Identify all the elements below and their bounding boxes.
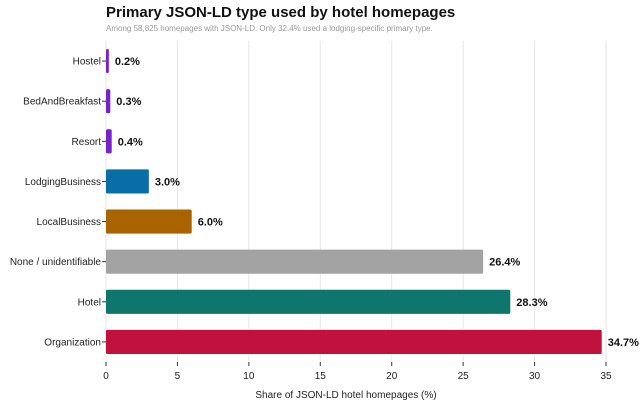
x-tick-label: 35	[600, 371, 612, 382]
x-tick-label: 15	[315, 371, 327, 382]
data-label: 26.4%	[489, 257, 520, 269]
data-label: 0.3%	[116, 96, 141, 108]
category-label: Resort	[72, 137, 102, 148]
bar	[106, 49, 109, 74]
category-label: LodgingBusiness	[25, 177, 101, 188]
bar	[106, 209, 192, 234]
x-tick-label: 25	[458, 371, 470, 382]
category-label: Hotel	[78, 297, 101, 308]
data-label: 28.3%	[516, 297, 547, 309]
bar	[106, 169, 149, 194]
chart-subtitle: Among 58,825 homepages with JSON-LD. Onl…	[106, 24, 433, 33]
labels: 0 5 10 15 20 25 30 35 Hostel 0.2% BedAndBreakfast 0…	[10, 56, 639, 382]
x-axis-title: Share of JSON-LD hotel homepages (%)	[255, 390, 436, 401]
data-label: 0.4%	[118, 136, 143, 148]
x-tick-label: 10	[243, 371, 255, 382]
data-label: 0.2%	[115, 56, 140, 68]
bar	[106, 129, 112, 154]
bars	[106, 49, 602, 354]
bar	[106, 249, 484, 274]
x-tick-label: 30	[529, 371, 541, 382]
bar	[106, 329, 602, 354]
chart-title: Primary JSON-LD type used by hotel homep…	[106, 4, 456, 21]
x-tick-label: 20	[386, 371, 398, 382]
bar	[106, 289, 511, 314]
category-label: None / unidentifiable	[10, 257, 102, 268]
x-tick-label: 0	[103, 371, 109, 382]
category-label: Organization	[44, 337, 101, 348]
category-label: Hostel	[73, 57, 101, 68]
gridlines	[102, 41, 607, 366]
x-tick-label: 5	[175, 371, 181, 382]
data-label: 3.0%	[155, 176, 180, 188]
data-label: 34.7%	[608, 337, 639, 349]
bar	[106, 89, 111, 114]
category-label: BedAndBreakfast	[23, 97, 101, 108]
data-label: 6.0%	[198, 217, 223, 229]
category-label: LocalBusiness	[37, 217, 101, 228]
